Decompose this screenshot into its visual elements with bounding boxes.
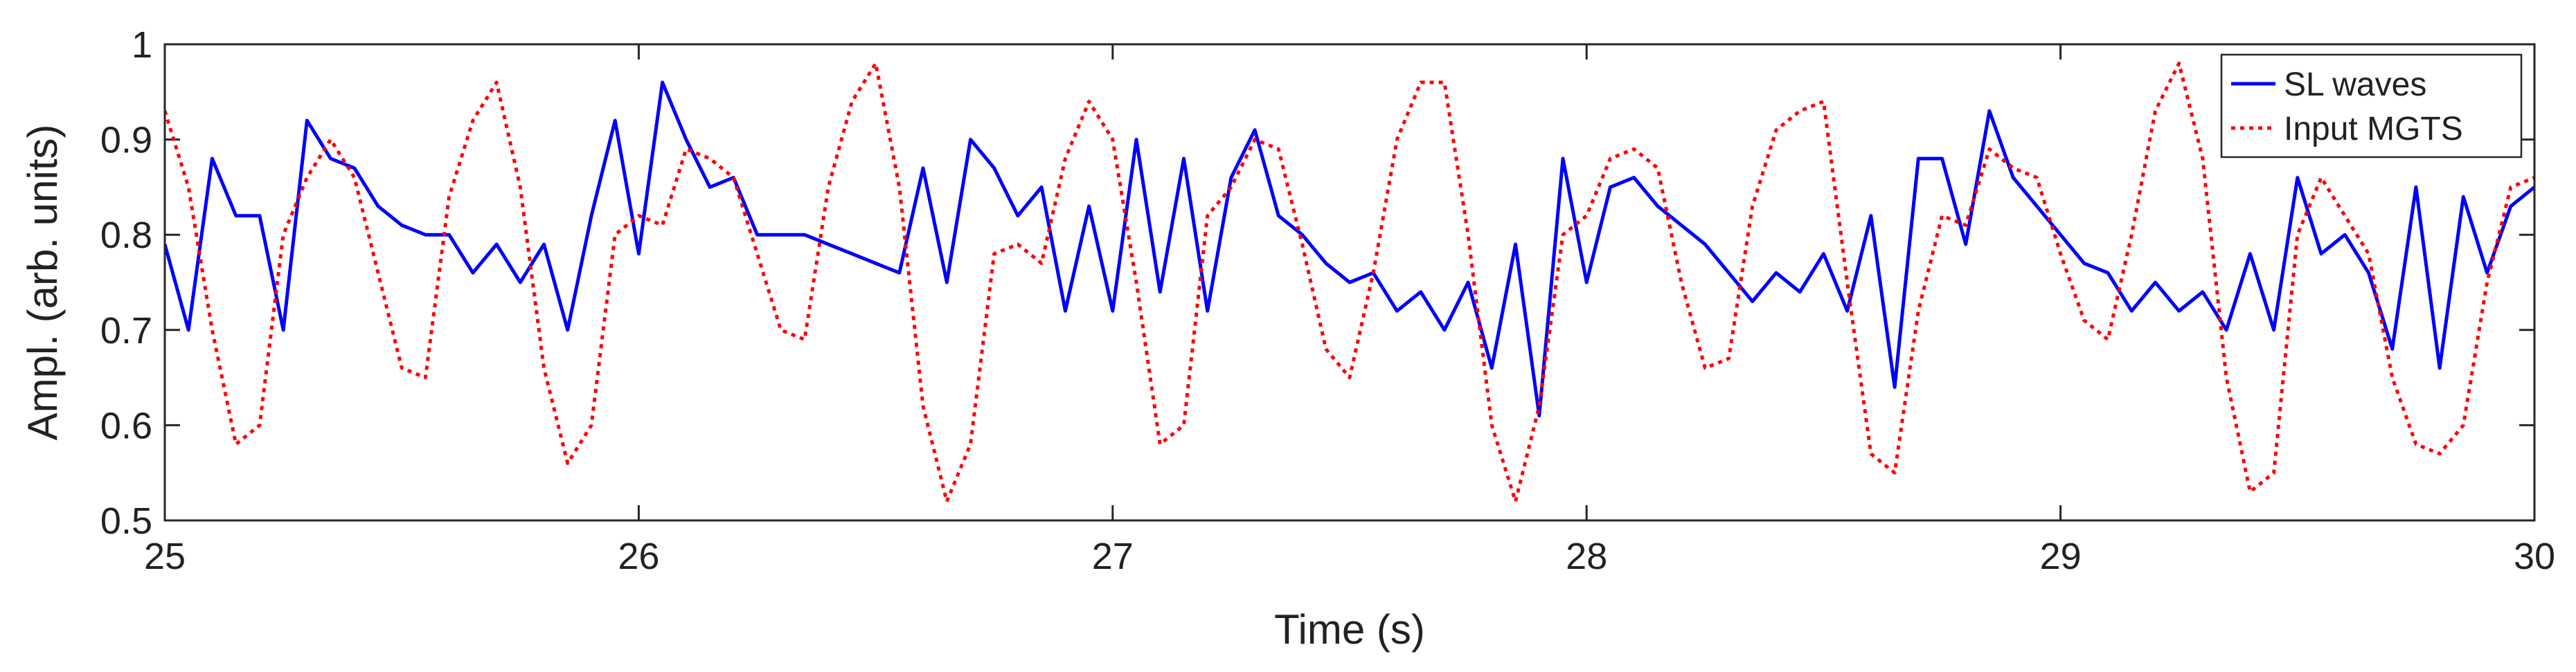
- x-tick-label: 26: [618, 536, 659, 577]
- y-tick-label: 1: [132, 24, 152, 66]
- x-tick-label: 29: [2040, 536, 2082, 577]
- y-tick-label: 0.8: [100, 215, 152, 256]
- x-tick-label: 27: [1092, 536, 1134, 577]
- plot-frame: [163, 43, 2536, 522]
- y-axis-label: Ampl. (arb. units): [19, 125, 66, 441]
- x-tick-label: 30: [2514, 536, 2555, 577]
- y-tick-label: 0.7: [100, 310, 152, 352]
- x-axis-label: Time (s): [1274, 606, 1425, 653]
- legend-label: Input MGTS: [2284, 111, 2463, 147]
- legend-label: SL waves: [2284, 66, 2426, 103]
- y-tick-label: 0.5: [100, 500, 152, 542]
- x-tick-label: 28: [1566, 536, 1607, 577]
- y-tick-label: 0.6: [100, 405, 152, 446]
- x-tick-label: 25: [144, 536, 186, 577]
- legend-box: [2220, 53, 2523, 158]
- y-tick-label: 0.9: [100, 120, 152, 161]
- series-line: [165, 62, 2534, 503]
- series-line: [165, 80, 2534, 418]
